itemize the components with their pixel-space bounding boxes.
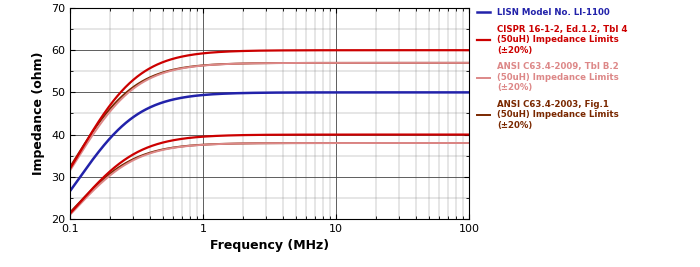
X-axis label: Frequency (MHz): Frequency (MHz) <box>210 239 329 252</box>
Legend: LISN Model No. LI-1100, CISPR 16-1-2, Ed.1.2, Tbl 4
(50uH) Impedance Limits
(±20: LISN Model No. LI-1100, CISPR 16-1-2, Ed… <box>477 8 628 130</box>
Y-axis label: Impedance (ohm): Impedance (ohm) <box>32 52 46 175</box>
